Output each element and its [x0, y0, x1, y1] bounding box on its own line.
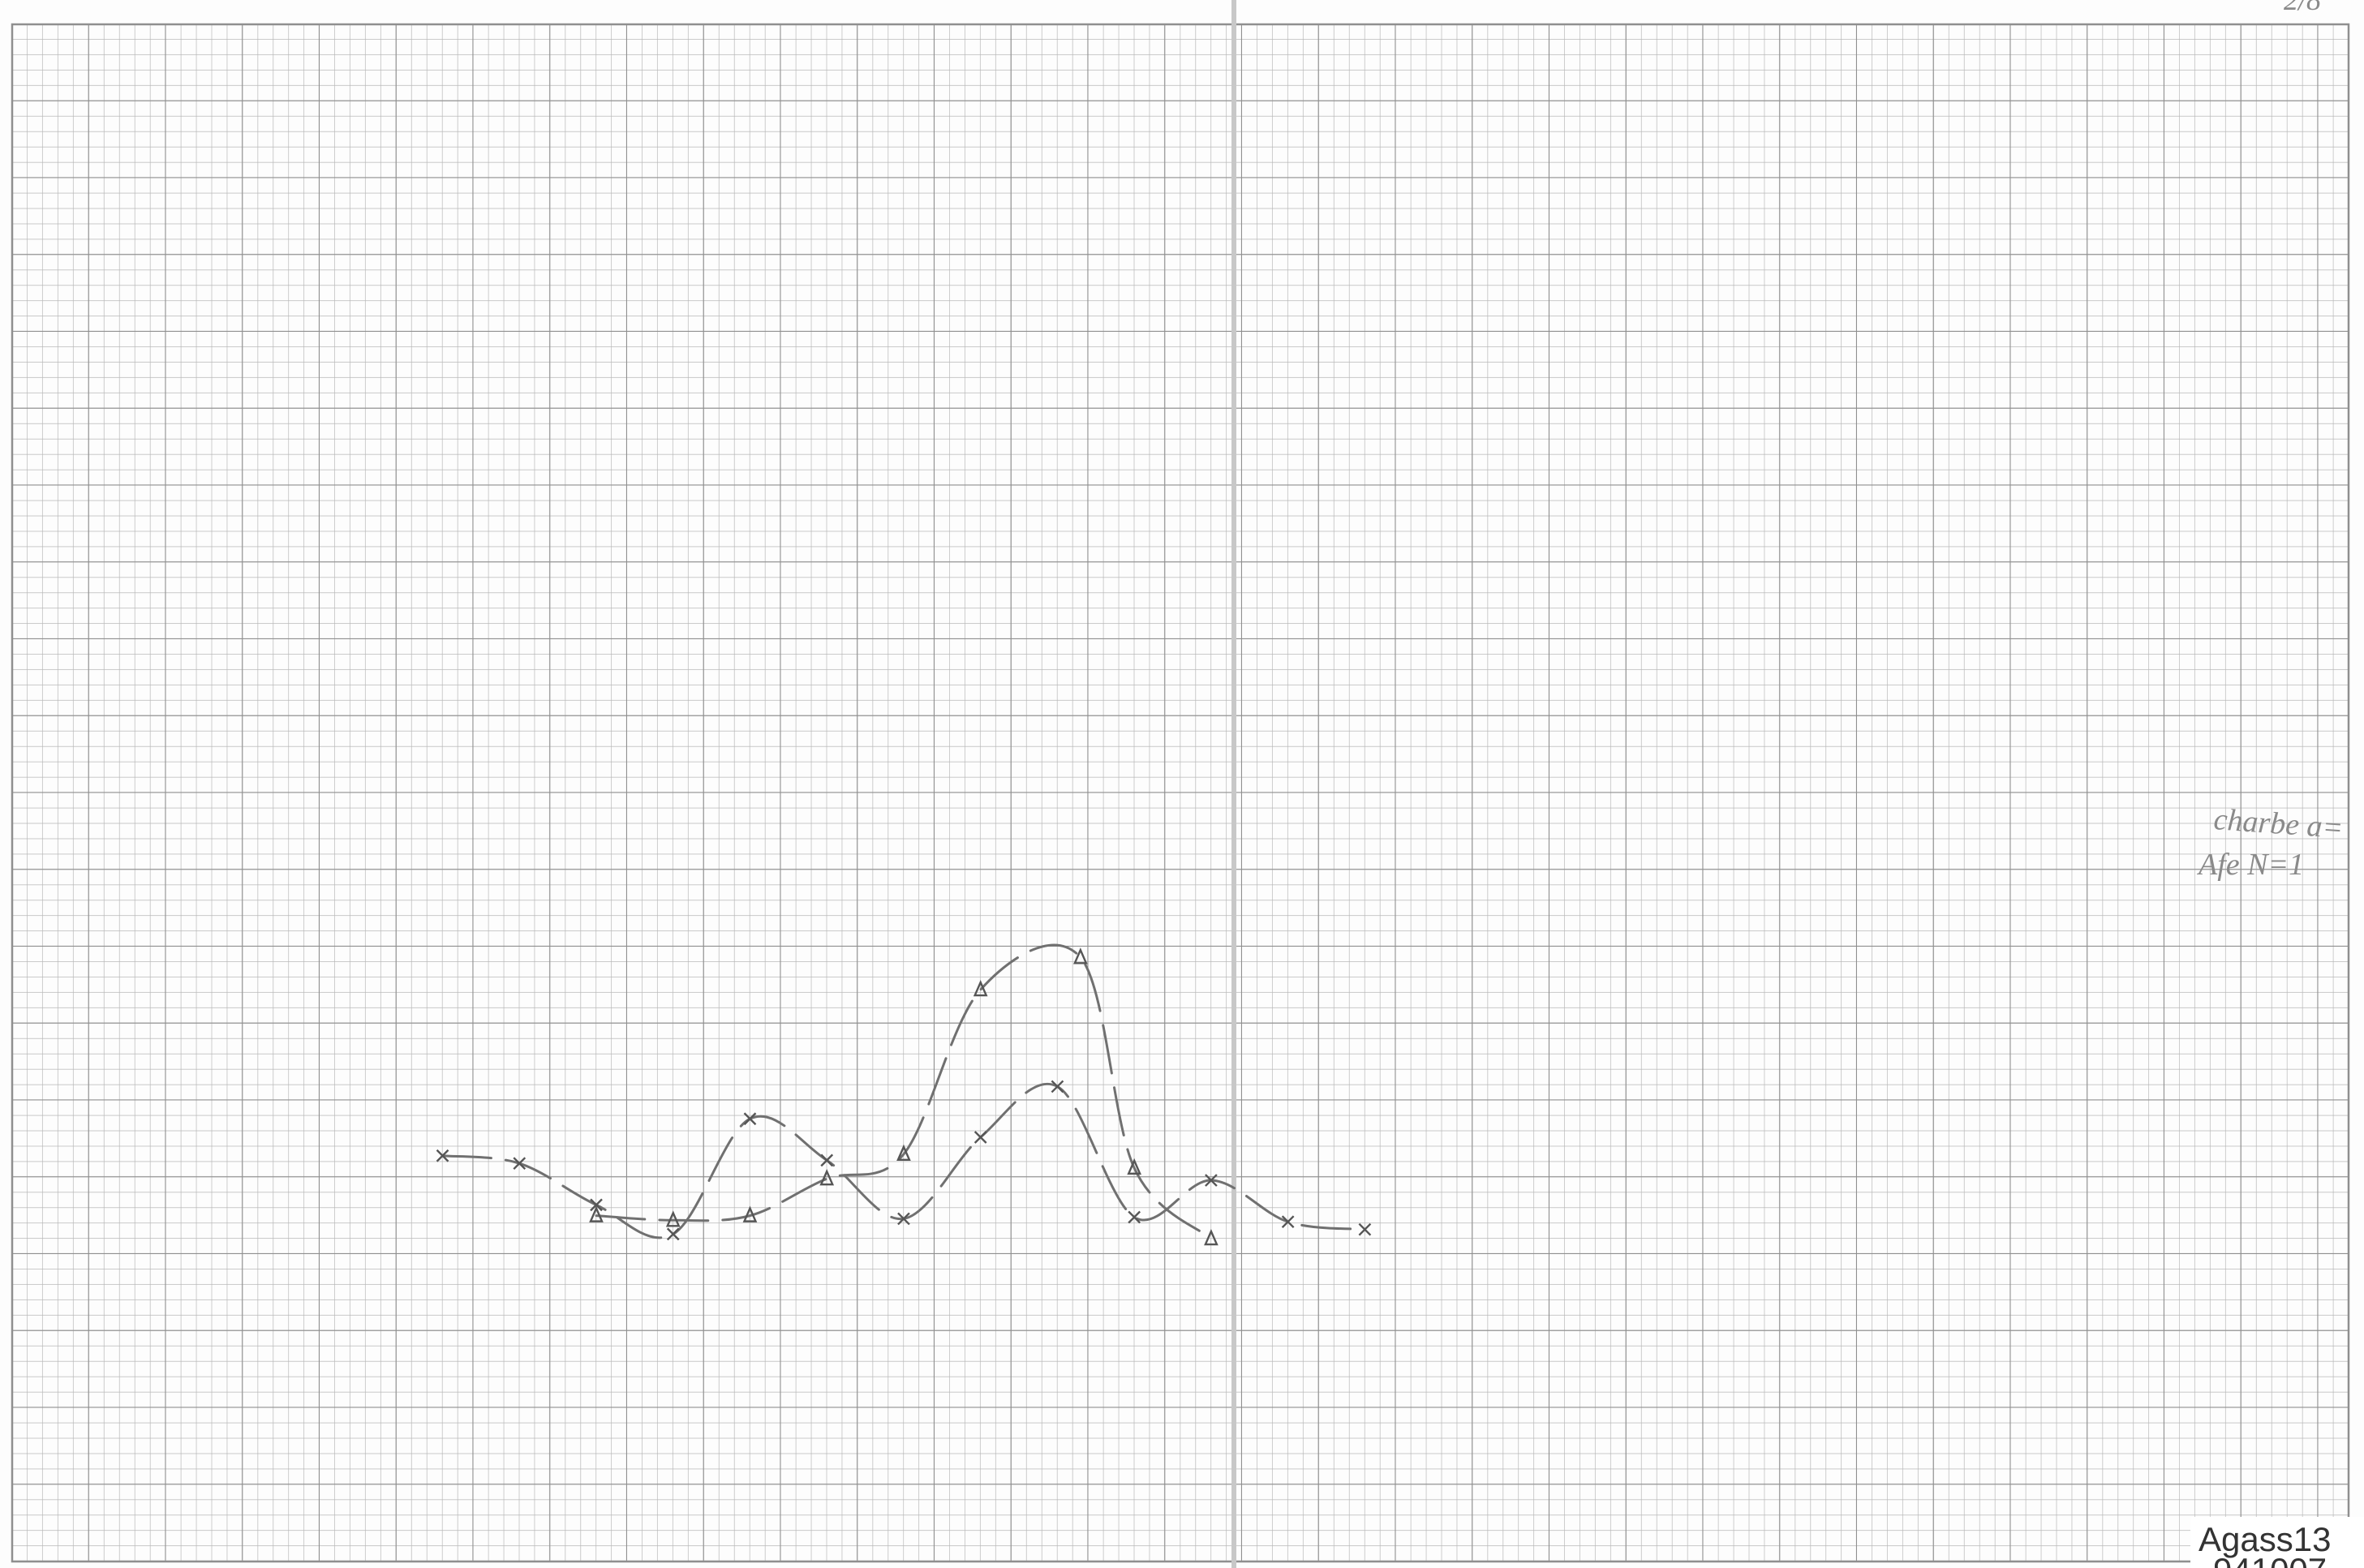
point-marker: [1205, 1174, 1218, 1187]
point-marker: [436, 1149, 449, 1162]
point-marker: [666, 1227, 680, 1241]
point-marker: [1204, 1228, 1219, 1246]
label-box: [2190, 1517, 2364, 1568]
point-marker: [896, 1144, 911, 1162]
point-marker: [1073, 947, 1088, 964]
point-marker: [743, 1112, 757, 1126]
page-number: 2/8: [2284, 0, 2321, 16]
point-marker: [589, 1205, 604, 1222]
point-marker: [665, 1210, 681, 1227]
point-marker: [820, 1153, 834, 1167]
point-marker: [1128, 1210, 1141, 1224]
point-marker: [1051, 1080, 1064, 1093]
point-marker: [513, 1157, 527, 1171]
major-grid: [12, 24, 2349, 1562]
plot: [436, 943, 1372, 1246]
point-marker: [973, 979, 988, 997]
point-marker: [1127, 1158, 1141, 1175]
point-marker: [897, 1212, 910, 1226]
label: Agass13: [2199, 1520, 2331, 1558]
point-marker: [1281, 1215, 1295, 1229]
point-marker: [974, 1131, 987, 1144]
point-marker: [1358, 1222, 1372, 1236]
point-marker: [819, 1169, 835, 1186]
curve: [595, 943, 1213, 1240]
note: Afe N=1: [2196, 848, 2304, 882]
label: 941007: [2213, 1551, 2327, 1568]
point-marker: [590, 1198, 603, 1212]
grid-border: [11, 23, 2350, 1563]
point-marker: [742, 1205, 758, 1222]
